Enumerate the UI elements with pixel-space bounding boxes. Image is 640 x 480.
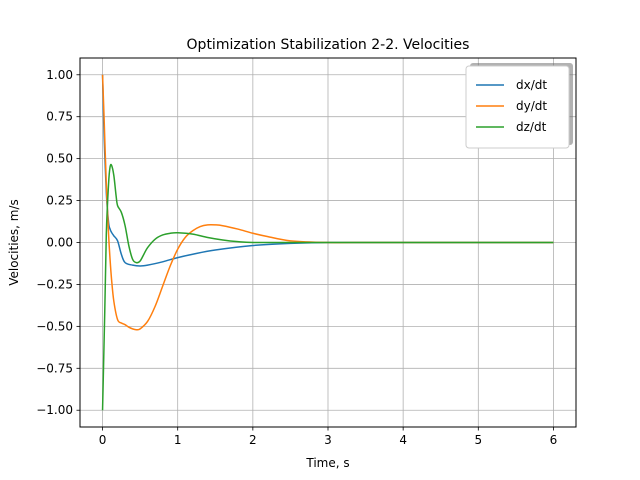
legend-label-dx-dt: dx/dt: [516, 78, 547, 92]
y-tick-label: −1.00: [36, 403, 73, 417]
y-tick-label: 0.75: [46, 110, 73, 124]
axis-ticks: 0 1 2 3 4 5 6 1.00 0.75 0.50 0.25 0.00 −0.25 −0.50 −0.…: [36, 68, 557, 447]
y-axis-label: Velocities, m/s: [7, 199, 21, 286]
series-line-dy-dt: [101, 74, 554, 331]
x-tick-label: 1: [174, 433, 182, 447]
x-tick-label: 5: [474, 433, 482, 447]
legend: dx/dt dy/dt dz/dt: [465, 63, 573, 149]
legend-label-dy-dt: dy/dt: [516, 99, 547, 113]
y-tick-label: 0.00: [46, 236, 73, 250]
chart-title: Optimization Stabilization 2-2. Velociti…: [187, 37, 470, 53]
series-lines: [101, 74, 554, 411]
y-tick-label: −0.75: [36, 361, 73, 375]
y-tick-label: 0.50: [46, 152, 73, 166]
y-tick-label: 1.00: [46, 68, 73, 82]
x-axis-label: Time, s: [305, 456, 349, 470]
series-line-dz-dt: [101, 163, 554, 411]
y-tick-label: −0.50: [36, 319, 73, 333]
y-tick-label: −0.25: [36, 277, 73, 291]
x-tick-label: 3: [324, 433, 332, 447]
x-tick-label: 0: [99, 433, 107, 447]
legend-label-dz-dt: dz/dt: [516, 120, 547, 134]
x-tick-label: 6: [550, 433, 558, 447]
x-tick-label: 2: [249, 433, 257, 447]
y-tick-label: 0.25: [46, 194, 73, 208]
x-tick-label: 4: [399, 433, 407, 447]
grid: [80, 58, 576, 427]
